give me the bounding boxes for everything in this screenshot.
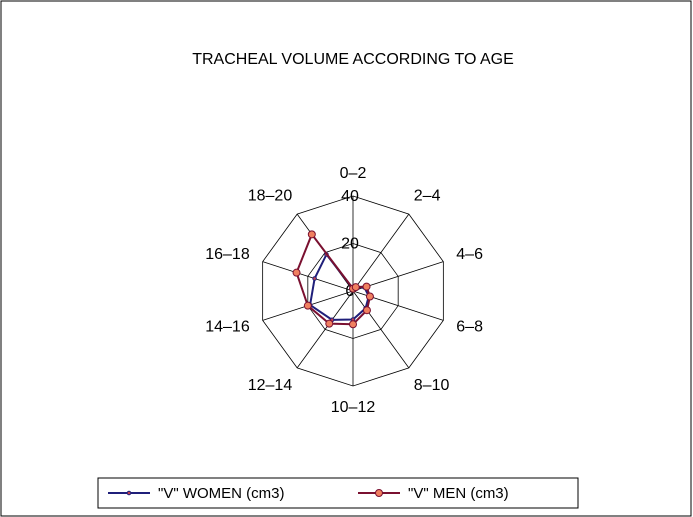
chart-title: TRACHEAL VOLUME ACCORDING TO AGE	[192, 51, 514, 68]
spoke	[296, 290, 354, 369]
r-tick-label: 20	[341, 236, 359, 253]
marker	[325, 319, 334, 328]
category-label: 12–14	[248, 377, 293, 394]
marker	[312, 276, 317, 281]
marker	[362, 306, 371, 315]
marker	[349, 320, 357, 329]
category-label: 4–6	[456, 246, 483, 263]
category-label: 10–12	[331, 399, 376, 416]
category-label: 6–8	[456, 318, 483, 335]
category-label: 16–18	[205, 246, 250, 263]
marker	[362, 282, 371, 291]
legend-label: "V" MEN (cm3)	[408, 485, 509, 502]
legend-label: "V" WOMEN (cm3)	[158, 485, 284, 502]
category-label: 0–2	[340, 165, 367, 182]
legend-box	[97, 477, 579, 509]
marker	[307, 230, 316, 239]
category-label: 8–10	[414, 377, 450, 394]
spoke	[352, 290, 410, 369]
marker	[351, 283, 360, 292]
marker	[292, 268, 301, 277]
spoke	[262, 261, 354, 292]
category-label: 14–16	[205, 318, 250, 335]
legend-marker	[126, 490, 132, 496]
r-tick-label: 40	[341, 188, 359, 205]
spoke	[352, 213, 410, 292]
marker	[365, 292, 374, 301]
category-label: 2–4	[414, 188, 441, 205]
category-label: 18–20	[248, 188, 293, 205]
legend-marker	[375, 489, 383, 497]
marker	[303, 301, 312, 310]
